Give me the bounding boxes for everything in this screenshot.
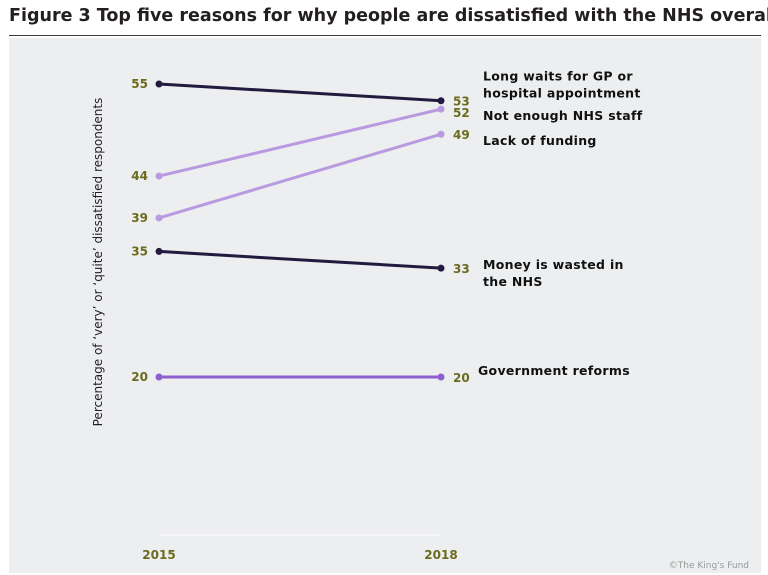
series-1-point-2015 <box>155 80 163 88</box>
x-tick-label-2015: 2015 <box>142 548 175 562</box>
series-4-point-2018 <box>437 264 445 272</box>
series-4-point-2015 <box>155 247 163 255</box>
data-label-1-2015: 55 <box>131 77 148 91</box>
series-name-label-5: Government reforms <box>478 363 630 378</box>
series-1-point-2018 <box>437 97 445 105</box>
series-3-point-2015 <box>155 214 163 222</box>
chart-title: Figure 3 Top five reasons for why people… <box>9 6 768 26</box>
data-label-4-2018: 33 <box>453 262 470 276</box>
series-name-label-1: Long waits for GP or hospital appointment <box>483 69 641 101</box>
data-label-5-2015: 20 <box>131 370 148 384</box>
chart-panel: Percentage of ‘very’ or ‘quite’ dissatis… <box>9 38 761 573</box>
series-line-3 <box>158 132 442 220</box>
data-label-5-2018: 20 <box>453 371 470 385</box>
series-line-4 <box>158 249 442 270</box>
series-2-point-2015 <box>155 172 163 180</box>
title-divider <box>9 35 761 36</box>
data-label-4-2015: 35 <box>131 244 148 258</box>
series-line-2 <box>158 107 442 178</box>
data-label-1-2018: 53 <box>453 95 470 109</box>
data-label-3-2015: 39 <box>131 211 148 225</box>
series-layer: 55 53 Long waits for GP or hospital appoint… <box>131 69 642 385</box>
series-name-label-4: Money is wasted in the NHS <box>483 257 624 289</box>
series-3-point-2018 <box>437 130 445 138</box>
series-5-point-2018 <box>437 373 445 381</box>
y-axis-label: Percentage of ‘very’ or ‘quite’ dissatis… <box>91 98 105 427</box>
series-name-label-2: Not enough NHS staff <box>483 108 643 123</box>
copyright-credit: ©The King's Fund <box>669 561 749 571</box>
series-2-point-2018 <box>437 105 445 113</box>
series-name-label-3: Lack of funding <box>483 133 597 148</box>
series-line-1 <box>158 82 442 103</box>
data-label-2-2015: 44 <box>131 169 148 183</box>
data-label-3-2018: 49 <box>453 128 470 142</box>
x-tick-label-2018: 2018 <box>424 548 457 562</box>
series-5-point-2015 <box>155 373 163 381</box>
slope-chart: Percentage of ‘very’ or ‘quite’ dissatis… <box>91 69 749 571</box>
data-label-2-2018: 52 <box>453 106 470 120</box>
